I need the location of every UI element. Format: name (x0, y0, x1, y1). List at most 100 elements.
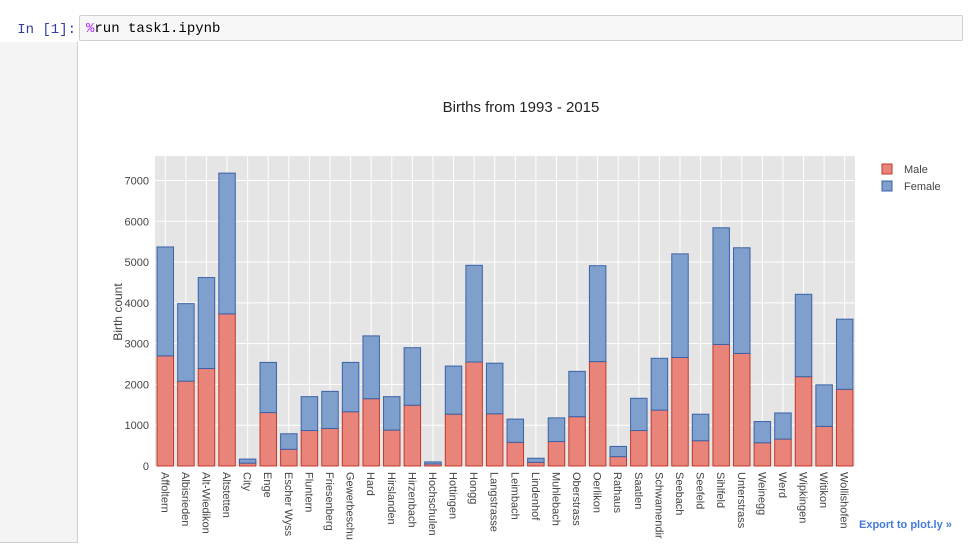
x-tick-label: Oerlikon (591, 472, 603, 513)
bar-male (835, 388, 854, 467)
x-tick-label: Gewerbeschu (344, 472, 356, 540)
x-tick-label: Lindenhof (529, 472, 541, 521)
x-tick-label: Seebach (673, 472, 685, 515)
bar-female (733, 247, 751, 354)
y-tick-label: 2000 (125, 379, 149, 391)
bar-male (506, 441, 525, 467)
x-tick-label: Langstrasse (488, 472, 500, 532)
bar-male (403, 404, 422, 467)
bar-male (753, 442, 772, 467)
bar-male (527, 461, 545, 467)
bar-male (444, 413, 463, 467)
x-tick-label: Weinegg (755, 472, 767, 515)
bar-male (815, 425, 833, 467)
y-tick-label: 0 (143, 461, 149, 473)
bar-male (259, 412, 277, 467)
code-text: run task1.ipynb (94, 21, 221, 37)
bar-female (280, 433, 298, 450)
x-tick-label: Oberstrass (570, 472, 582, 526)
bar-male (383, 429, 401, 467)
bar-female (218, 172, 236, 315)
bar-female (506, 418, 525, 443)
x-tick-label: Hirzenbach (405, 472, 417, 528)
bar-male (465, 361, 483, 467)
x-tick-label: Werd (776, 472, 788, 498)
x-tick-label: Friesenberg (323, 472, 335, 531)
x-tick-label: Rathaus (611, 472, 623, 513)
bar-female (362, 335, 380, 400)
y-tick-label: 3000 (125, 339, 149, 351)
bar-female (547, 417, 566, 443)
bar-female (815, 384, 833, 427)
x-tick-label: Hard (364, 472, 376, 496)
chart-title: Births from 1993 - 2015 (443, 99, 600, 116)
x-tick-label: Affoltern (158, 472, 170, 513)
bar-female (588, 265, 607, 363)
x-tick-label: Muhlebach (549, 472, 561, 526)
bar-female (238, 458, 257, 464)
bar-male (280, 448, 298, 467)
x-tick-label: Fluntern (302, 472, 314, 512)
bar-male (568, 416, 586, 467)
x-tick-label: Seefeld (694, 472, 706, 509)
x-tick-label: Unterstrass (735, 472, 747, 529)
x-tick-label: Schwamendir (652, 472, 664, 539)
x-tick-label: Hongg (467, 472, 479, 504)
x-tick-label: Sihlfeld (714, 472, 726, 508)
plot-area: 0 1000 2000 3000 4000 5000 6000 7000 Affoltern Al… (125, 156, 855, 540)
code-input[interactable]: %run task1.ipynb (79, 15, 963, 41)
bar-male (197, 368, 216, 467)
y-tick-label: 7000 (125, 175, 149, 187)
x-tick-label: Altstetten (220, 472, 232, 518)
export-to-plotly-link[interactable]: Export to plot.ly » (859, 519, 952, 531)
legend: Male Female (881, 163, 941, 193)
y-tick-label: 5000 (125, 257, 149, 269)
y-tick-label: 1000 (125, 420, 149, 432)
bar-female (383, 396, 401, 431)
bar-female (794, 293, 813, 378)
bar-female (691, 413, 710, 442)
x-tick-label: Hottingen (447, 472, 459, 519)
legend-label: Male (904, 164, 928, 176)
y-tick-label: 6000 (125, 216, 149, 228)
y-tick-label: 4000 (125, 298, 149, 310)
stacked-bar-chart[interactable]: Births from 1993 - 2015 Birth count 0 100… (79, 42, 969, 544)
bar-female (609, 445, 627, 458)
bar-male (156, 355, 175, 467)
bar-male (650, 409, 669, 467)
bar-male (712, 343, 730, 467)
code-line: %run task1.ipynb (86, 21, 220, 37)
bar-female (650, 357, 669, 411)
bar-female (259, 361, 277, 414)
bar-male (691, 440, 710, 467)
bar-female (156, 246, 175, 357)
bar-male (794, 376, 813, 467)
bar-female (753, 421, 772, 444)
x-tick-label: Escher Wyss (282, 472, 294, 537)
bar-male (321, 427, 339, 467)
x-tick-label: Hirslanden (385, 472, 397, 525)
bar-female (341, 361, 360, 413)
bar-female (424, 461, 442, 465)
bar-male (671, 357, 689, 467)
bar-male (485, 413, 504, 467)
bar-female (712, 227, 730, 345)
bar-female (527, 457, 545, 463)
bar-female (671, 253, 689, 358)
bar-male (218, 313, 236, 467)
bar-male (362, 398, 380, 467)
x-tick-label: Alt-Wiedikon (199, 472, 211, 534)
bar-female (197, 277, 216, 370)
y-axis-label: Birth count (111, 283, 125, 341)
x-tick-label: Witikon (817, 472, 829, 508)
bar-female (300, 396, 319, 432)
bar-male (733, 352, 751, 467)
bar-male (300, 430, 319, 467)
cell-prompt: In [1]: (17, 22, 76, 38)
magic-symbol: % (86, 21, 95, 37)
bar-female (485, 362, 504, 415)
bar-female (835, 318, 854, 390)
x-tick-label: Albisrieden (179, 472, 191, 526)
x-tick-label: Wollishofen (838, 472, 850, 529)
bar-male (609, 456, 627, 467)
